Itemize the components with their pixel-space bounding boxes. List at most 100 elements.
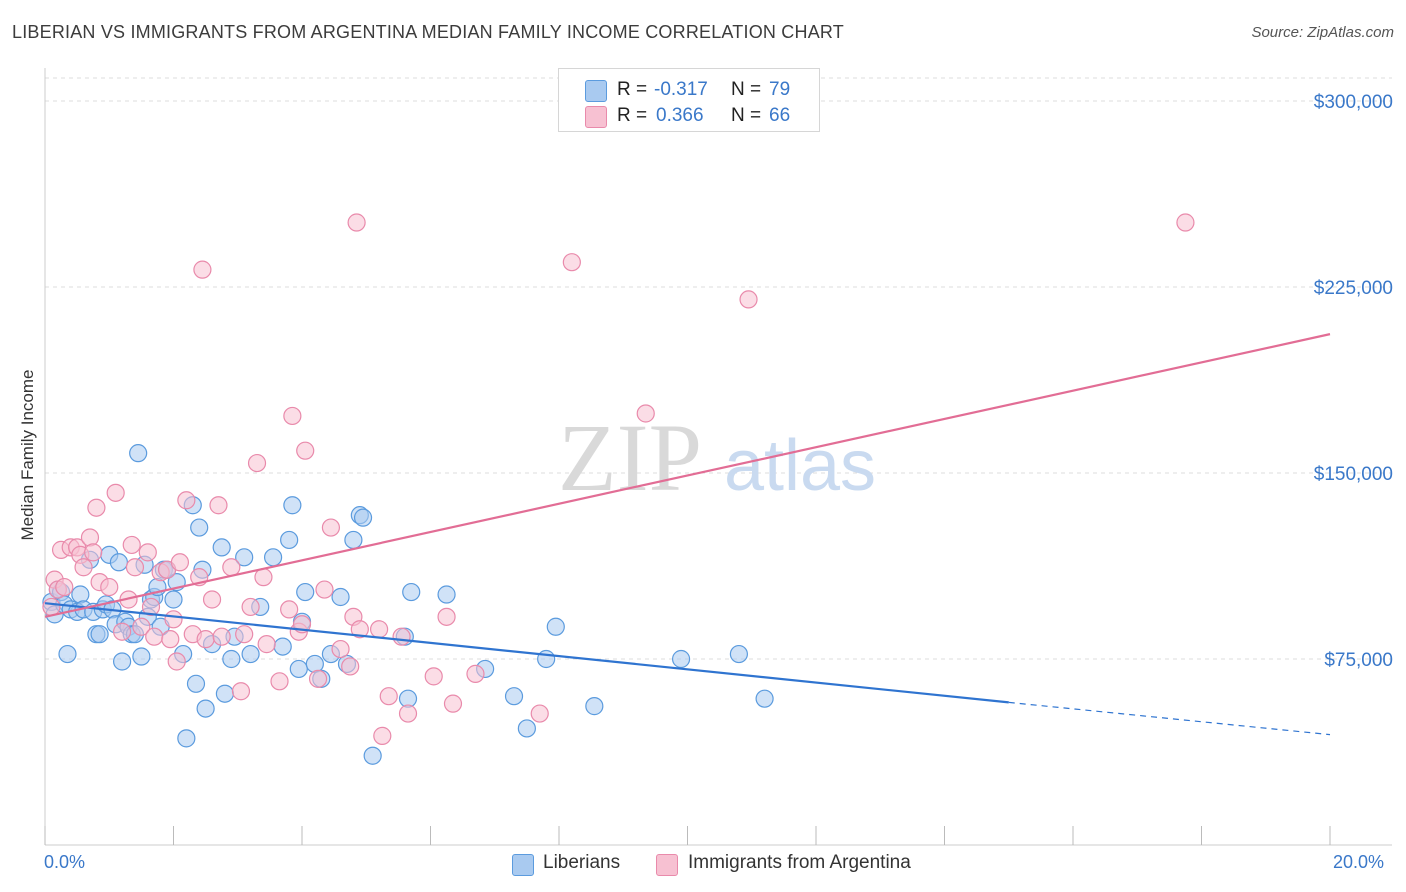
- liberians-point[interactable]: [129, 444, 148, 463]
- argentina-point[interactable]: [321, 518, 341, 537]
- argentina-point[interactable]: [222, 558, 241, 577]
- liberians-point[interactable]: [58, 644, 77, 664]
- argentina-point[interactable]: [350, 620, 369, 639]
- argentina-point[interactable]: [196, 630, 215, 649]
- liberians-point[interactable]: [222, 649, 241, 669]
- liberians-point[interactable]: [132, 647, 151, 666]
- argentina-point[interactable]: [308, 669, 328, 688]
- argentina-point[interactable]: [202, 590, 222, 609]
- trend-lines: [44, 333, 1331, 736]
- liberians-point[interactable]: [273, 637, 292, 656]
- argentina-point[interactable]: [331, 639, 350, 659]
- liberians-point[interactable]: [196, 699, 215, 718]
- argentina-point[interactable]: [636, 404, 655, 423]
- argentina-point[interactable]: [398, 704, 418, 723]
- liberians-point[interactable]: [164, 590, 183, 609]
- liberians-point[interactable]: [71, 585, 90, 604]
- argentina-point[interactable]: [341, 657, 360, 676]
- argentina-point[interactable]: [257, 635, 276, 654]
- argentina-point[interactable]: [296, 441, 315, 460]
- liberians-point[interactable]: [112, 652, 132, 671]
- liberians-point[interactable]: [280, 530, 299, 550]
- liberians-point[interactable]: [546, 617, 565, 636]
- liberians-point[interactable]: [296, 582, 315, 602]
- liberians-point[interactable]: [283, 496, 302, 515]
- argentina-point[interactable]: [373, 726, 392, 745]
- liberians-point[interactable]: [90, 625, 109, 644]
- liberians-point[interactable]: [331, 587, 350, 607]
- liberians-point[interactable]: [212, 538, 231, 557]
- argentina-point[interactable]: [125, 558, 145, 577]
- argentina-point[interactable]: [141, 597, 161, 617]
- argentina-point[interactable]: [212, 627, 231, 646]
- argentina-point[interactable]: [443, 694, 463, 713]
- argentina-point[interactable]: [132, 617, 151, 636]
- liberians-point[interactable]: [241, 644, 260, 664]
- argentina-point[interactable]: [1176, 213, 1195, 232]
- liberians-point[interactable]: [504, 687, 524, 706]
- argentina-point[interactable]: [100, 577, 119, 597]
- watermark: ZIP atlas: [558, 404, 876, 511]
- liberians-point[interactable]: [402, 582, 421, 602]
- argentina-point[interactable]: [466, 664, 485, 683]
- liberians-point[interactable]: [235, 548, 254, 567]
- liberians-swatch: [585, 80, 607, 102]
- liberians-point[interactable]: [437, 585, 456, 604]
- argentina-point[interactable]: [530, 704, 549, 723]
- argentina-point[interactable]: [392, 627, 411, 646]
- argentina-point[interactable]: [74, 558, 93, 577]
- argentina-point[interactable]: [145, 627, 164, 646]
- r-value: -0.317: [654, 79, 708, 100]
- liberians-point[interactable]: [517, 719, 536, 738]
- argentina-point[interactable]: [87, 498, 106, 517]
- argentina-point[interactable]: [562, 253, 581, 272]
- argentina-point[interactable]: [235, 625, 254, 644]
- argentina-point[interactable]: [209, 496, 228, 515]
- argentina-point[interactable]: [280, 600, 299, 619]
- legend-label-liberians: Liberians: [543, 852, 621, 873]
- liberians-point[interactable]: [289, 659, 308, 679]
- liberians-point[interactable]: [190, 518, 209, 537]
- argentina-point[interactable]: [167, 652, 186, 671]
- argentina-point[interactable]: [164, 610, 183, 629]
- argentina-point[interactable]: [379, 687, 398, 706]
- liberians-point[interactable]: [215, 684, 234, 703]
- liberians-point[interactable]: [177, 729, 196, 748]
- argentina-point[interactable]: [193, 260, 212, 279]
- argentina-point[interactable]: [138, 543, 157, 562]
- argentina-point[interactable]: [170, 553, 190, 572]
- liberians-point[interactable]: [186, 674, 206, 693]
- argentina-point[interactable]: [42, 597, 61, 617]
- argentina-point[interactable]: [55, 577, 74, 597]
- argentina-point[interactable]: [437, 607, 456, 626]
- liberians-point[interactable]: [585, 697, 604, 716]
- argentina-point[interactable]: [80, 528, 100, 547]
- argentina-point[interactable]: [84, 543, 103, 562]
- liberians-point[interactable]: [755, 689, 774, 708]
- argentina-point[interactable]: [270, 672, 289, 691]
- argentina-point[interactable]: [370, 620, 389, 639]
- argentina-point[interactable]: [739, 290, 758, 309]
- argentina-point[interactable]: [347, 213, 366, 232]
- liberians-point[interactable]: [537, 649, 556, 669]
- argentina-point[interactable]: [231, 682, 251, 701]
- argentina-point[interactable]: [177, 491, 196, 510]
- argentina-point[interactable]: [241, 597, 260, 617]
- argentina-point[interactable]: [315, 580, 334, 599]
- liberians-point[interactable]: [109, 553, 128, 572]
- liberians-point[interactable]: [344, 530, 363, 550]
- liberians-point[interactable]: [353, 508, 373, 527]
- liberians-point[interactable]: [671, 649, 691, 669]
- liberians-point[interactable]: [263, 548, 283, 567]
- stats-row-liberians: R = -0.317 N = 79: [559, 77, 819, 103]
- argentina-point[interactable]: [161, 630, 180, 649]
- y-tick-label: $150,000: [1314, 464, 1393, 485]
- argentina-point[interactable]: [106, 483, 125, 502]
- argentina-point[interactable]: [122, 535, 141, 555]
- argentina-point[interactable]: [283, 406, 302, 426]
- argentina-point[interactable]: [424, 667, 443, 686]
- argentina-point[interactable]: [247, 453, 267, 473]
- liberians-point[interactable]: [729, 644, 749, 664]
- argentina-point[interactable]: [112, 622, 132, 641]
- liberians-point[interactable]: [363, 746, 382, 765]
